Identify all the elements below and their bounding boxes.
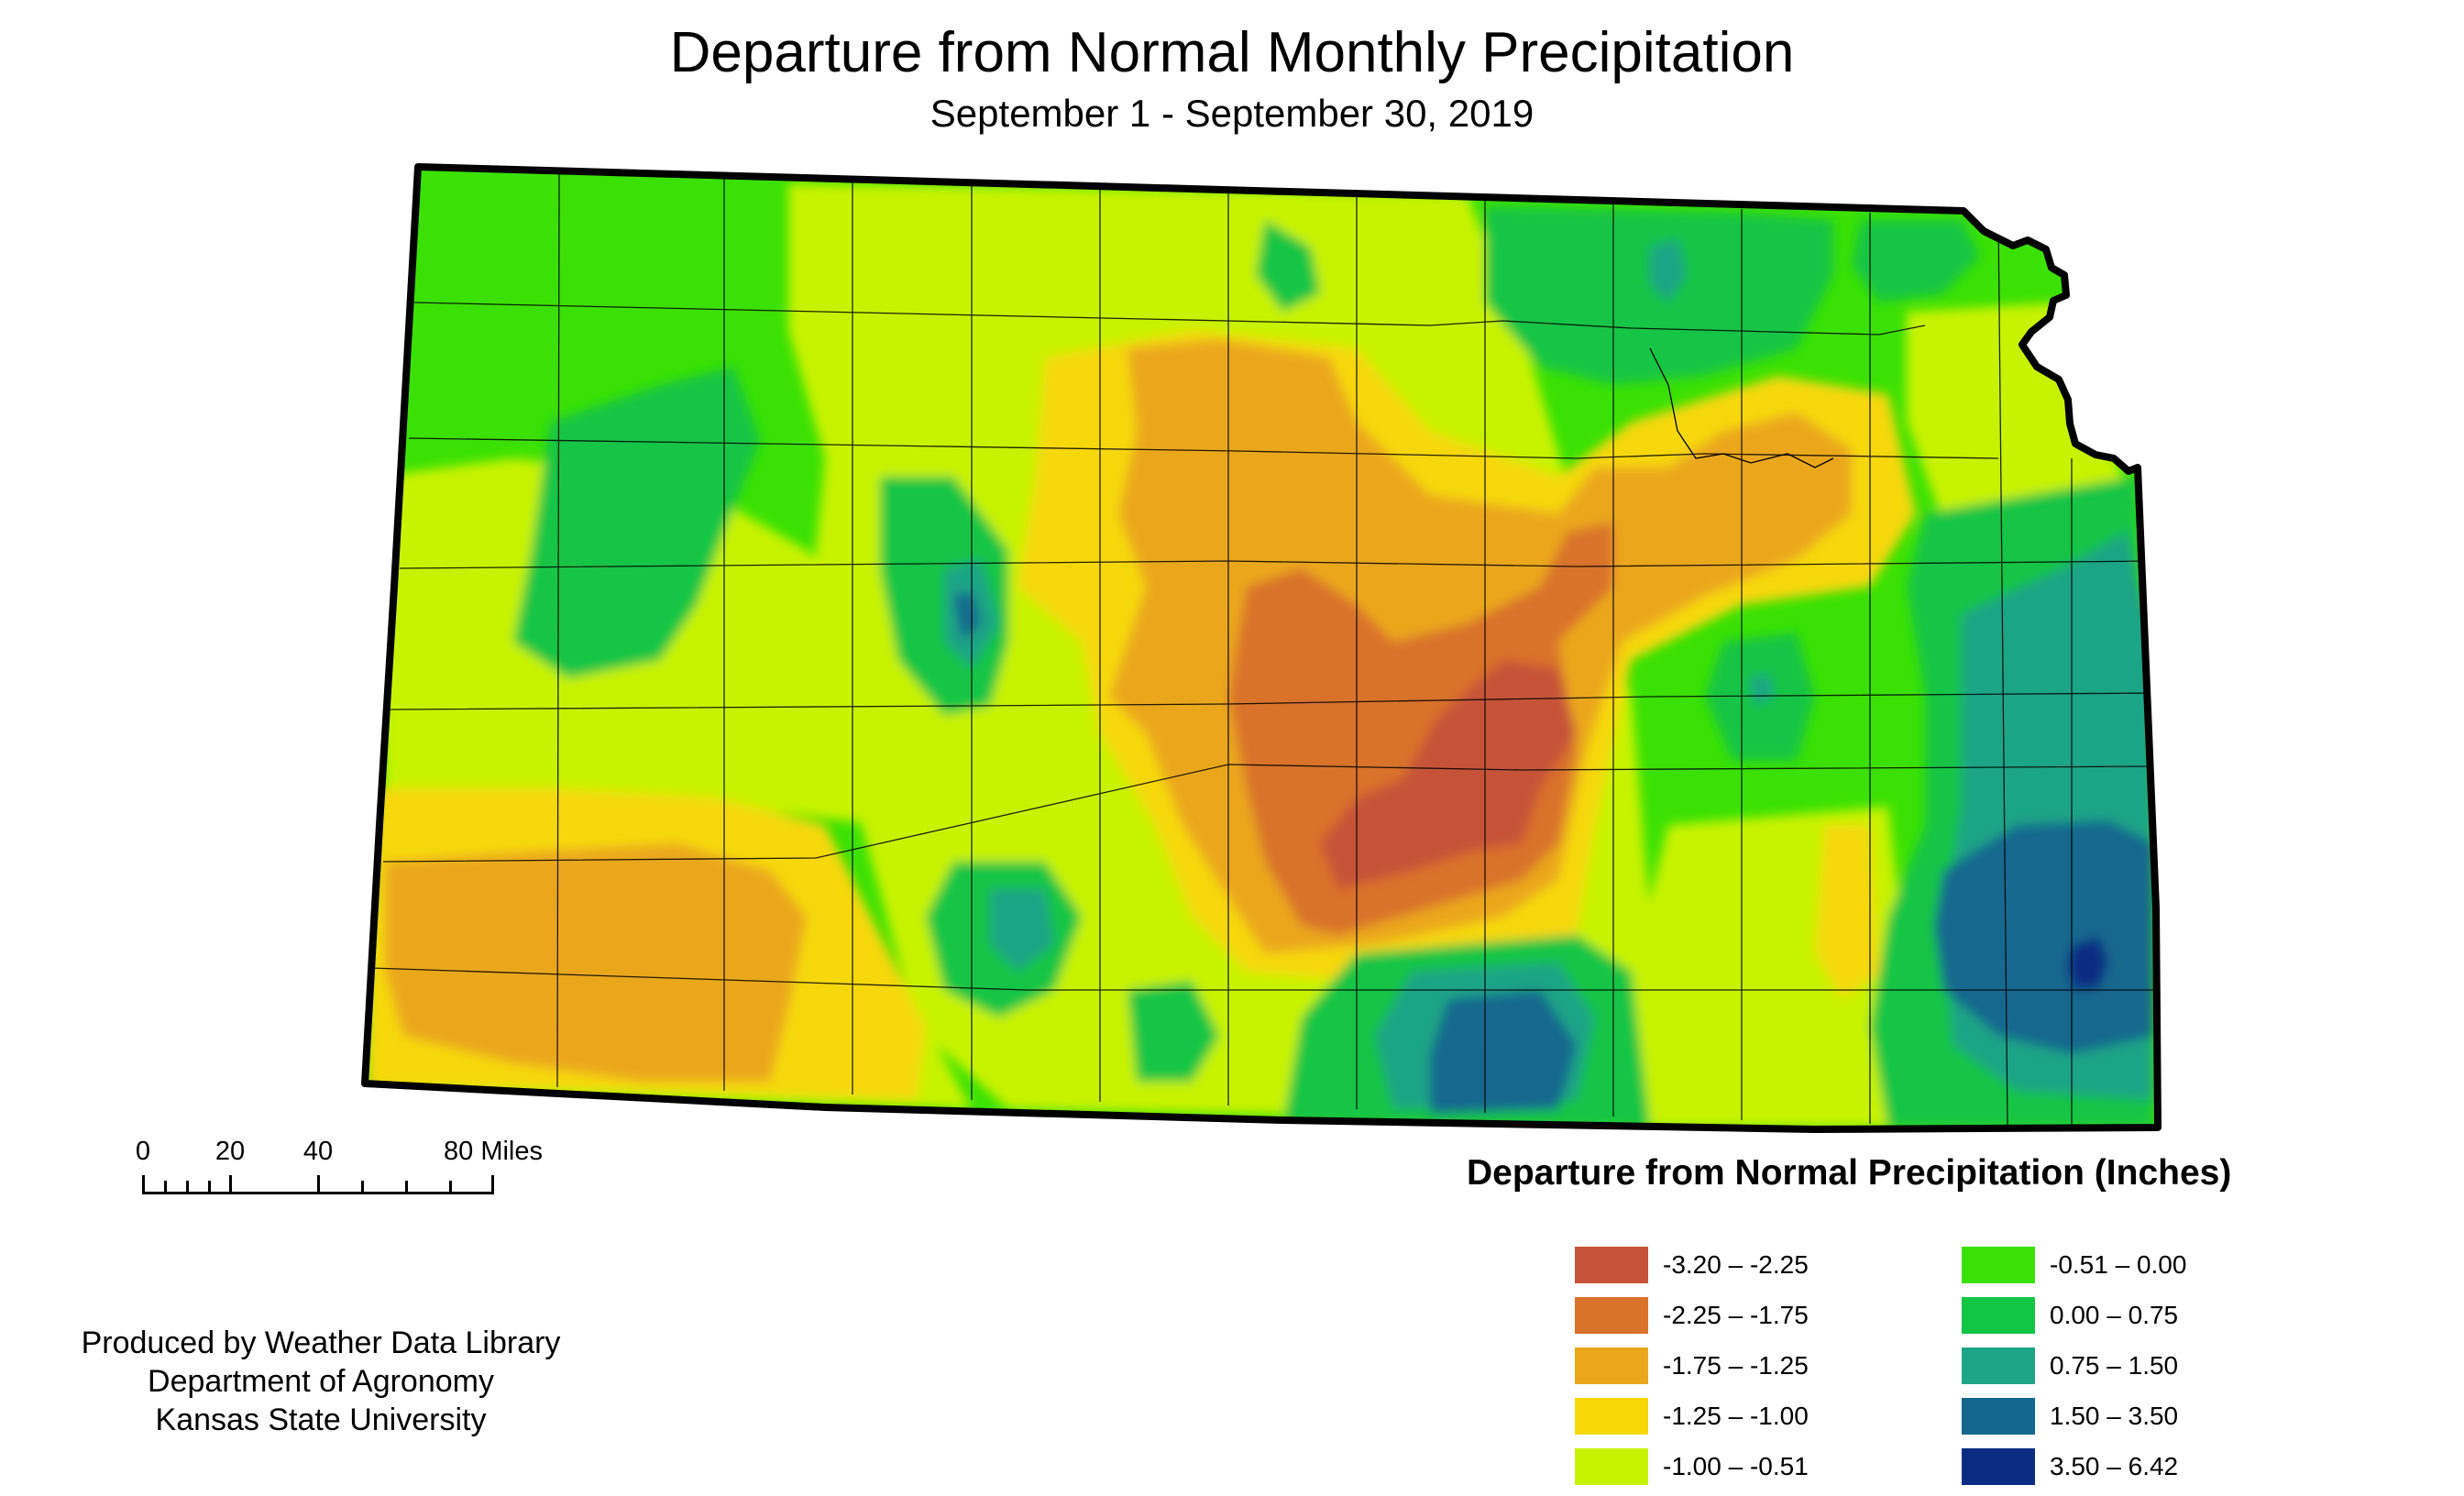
- map-subtitle: September 1 - September 30, 2019: [930, 92, 1534, 135]
- legend-item: 1.50 – 3.50: [1962, 1396, 2178, 1436]
- zone-green-north-west: [513, 367, 761, 678]
- credit-line-2: Department of Agronomy: [148, 1364, 494, 1399]
- legend-swatch: [1962, 1348, 2035, 1384]
- scale-tick: [405, 1181, 408, 1194]
- kansas-state-outline: [361, 163, 2162, 1133]
- legend-swatch: [1575, 1348, 1648, 1384]
- scale-label-40: 40: [302, 1137, 334, 1166]
- scale-tick: [491, 1175, 494, 1194]
- zone-green-northeast: [1485, 206, 1833, 385]
- zone-teal-east-central-dot: [1749, 674, 1774, 706]
- legend-label: -1.25 – -1.00: [1663, 1402, 1809, 1430]
- zone-green-north-central: [1256, 220, 1320, 312]
- legend-swatch: [1962, 1247, 2035, 1283]
- kansas-river-line: [1649, 347, 1834, 468]
- scale-tick: [208, 1181, 211, 1194]
- scale-bar: 0 20 40 80 Miles: [135, 1137, 543, 1219]
- zone-teal-north: [1650, 238, 1687, 302]
- legend-label: 1.50 – 3.50: [2050, 1402, 2179, 1430]
- scale-label-20: 20: [214, 1137, 246, 1166]
- zone-darkteal-south: [1430, 990, 1577, 1114]
- credit-block: Produced by Weather Data Library Departm…: [37, 1324, 605, 1439]
- scale-tick: [361, 1181, 364, 1194]
- legend-swatch: [1962, 1448, 2035, 1485]
- legend: -3.20 – -2.25 -2.25 – -1.75 -1.75 – -1.2…: [1575, 1245, 2308, 1492]
- legend-item: -1.00 – -0.51: [1575, 1446, 1809, 1487]
- legend-label: 0.75 – 1.50: [2050, 1351, 2179, 1380]
- zone-teal-south-central-west: [990, 889, 1054, 972]
- legend-swatch: [1962, 1398, 2035, 1435]
- scale-tick: [186, 1181, 189, 1194]
- scale-label-0: 0: [135, 1137, 151, 1166]
- legend-item: -2.25 – -1.75: [1575, 1295, 1809, 1336]
- credit-line-3: Kansas State University: [155, 1402, 487, 1437]
- legend-label: -0.51 – 0.00: [2050, 1250, 2187, 1279]
- zone-darkteal-west-central: [953, 591, 981, 642]
- legend-label: -1.00 – -0.51: [1663, 1452, 1809, 1480]
- zone-darkteal-southeast: [1934, 820, 2154, 1054]
- scale-tick: [449, 1181, 452, 1194]
- zone-red-central: [1320, 660, 1577, 889]
- legend-label: -2.25 – -1.75: [1663, 1301, 1809, 1329]
- legend-item: 3.50 – 6.42: [1962, 1446, 2178, 1487]
- legend-label: -3.20 – -2.25: [1663, 1250, 1809, 1279]
- scale-tick: [229, 1175, 232, 1194]
- scale-tick: [142, 1175, 145, 1194]
- scale-label-80: 80 Miles: [444, 1137, 543, 1166]
- legend-item: 0.75 – 1.50: [1962, 1346, 2178, 1386]
- zone-green-south-central: [1128, 981, 1219, 1082]
- zone-yellowgreen-north-strip: [807, 188, 926, 330]
- legend-item: -1.25 – -1.00: [1575, 1396, 1809, 1436]
- zone-yellow-southeast-strip: [1815, 825, 1879, 999]
- scale-tick: [164, 1181, 167, 1194]
- zone-orange-southwest: [385, 843, 807, 1082]
- credit-line-1: Produced by Weather Data Library: [81, 1326, 561, 1360]
- legend-swatch: [1575, 1398, 1648, 1435]
- legend-swatch: [1575, 1448, 1648, 1485]
- legend-label: 0.00 – 0.75: [2050, 1301, 2179, 1329]
- legend-item: 0.00 – 0.75: [1962, 1295, 2178, 1336]
- map-title: Departure from Normal Monthly Precipitat…: [669, 21, 1795, 84]
- legend-item: -3.20 – -2.25: [1575, 1245, 1809, 1285]
- zone-navy-southeast: [2066, 937, 2108, 990]
- legend-swatch: [1575, 1247, 1648, 1283]
- zone-green-northeast-top: [1852, 220, 1980, 302]
- legend-swatch: [1575, 1297, 1648, 1334]
- scale-tick: [317, 1175, 320, 1194]
- legend-item: -0.51 – 0.00: [1962, 1245, 2186, 1285]
- county-boundaries: [370, 170, 2155, 1127]
- legend-label: 3.50 – 6.42: [2050, 1452, 2179, 1480]
- legend-title: Departure from Normal Precipitation (Inc…: [1467, 1153, 2232, 1193]
- precipitation-fill: [365, 167, 2158, 1129]
- legend-swatch: [1962, 1297, 2035, 1334]
- legend-item: -1.75 – -1.25: [1575, 1346, 1809, 1386]
- legend-label: -1.75 – -1.25: [1663, 1351, 1809, 1380]
